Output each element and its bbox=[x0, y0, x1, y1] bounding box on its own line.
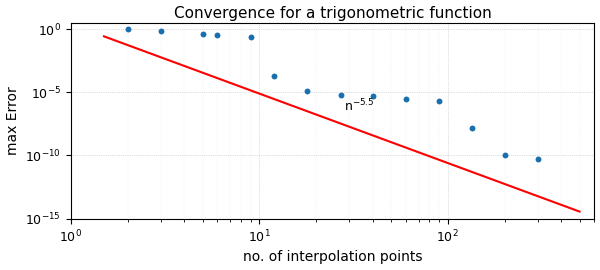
Point bbox=[533, 157, 542, 161]
Point bbox=[500, 153, 509, 158]
Title: Convergence for a trigonometric function: Convergence for a trigonometric function bbox=[174, 6, 491, 21]
X-axis label: no. of interpolation points: no. of interpolation points bbox=[243, 251, 422, 264]
Point bbox=[156, 29, 166, 33]
Point bbox=[336, 93, 346, 97]
Point bbox=[123, 27, 133, 31]
Point bbox=[401, 97, 411, 101]
Point bbox=[246, 35, 256, 40]
Y-axis label: max Error: max Error bbox=[5, 86, 20, 155]
Point bbox=[212, 33, 222, 37]
Point bbox=[434, 99, 444, 103]
Point bbox=[368, 94, 377, 98]
Point bbox=[467, 126, 477, 130]
Point bbox=[302, 89, 312, 93]
Text: n$^{-5.5}$: n$^{-5.5}$ bbox=[344, 98, 374, 114]
Point bbox=[269, 74, 279, 78]
Point bbox=[198, 32, 208, 37]
